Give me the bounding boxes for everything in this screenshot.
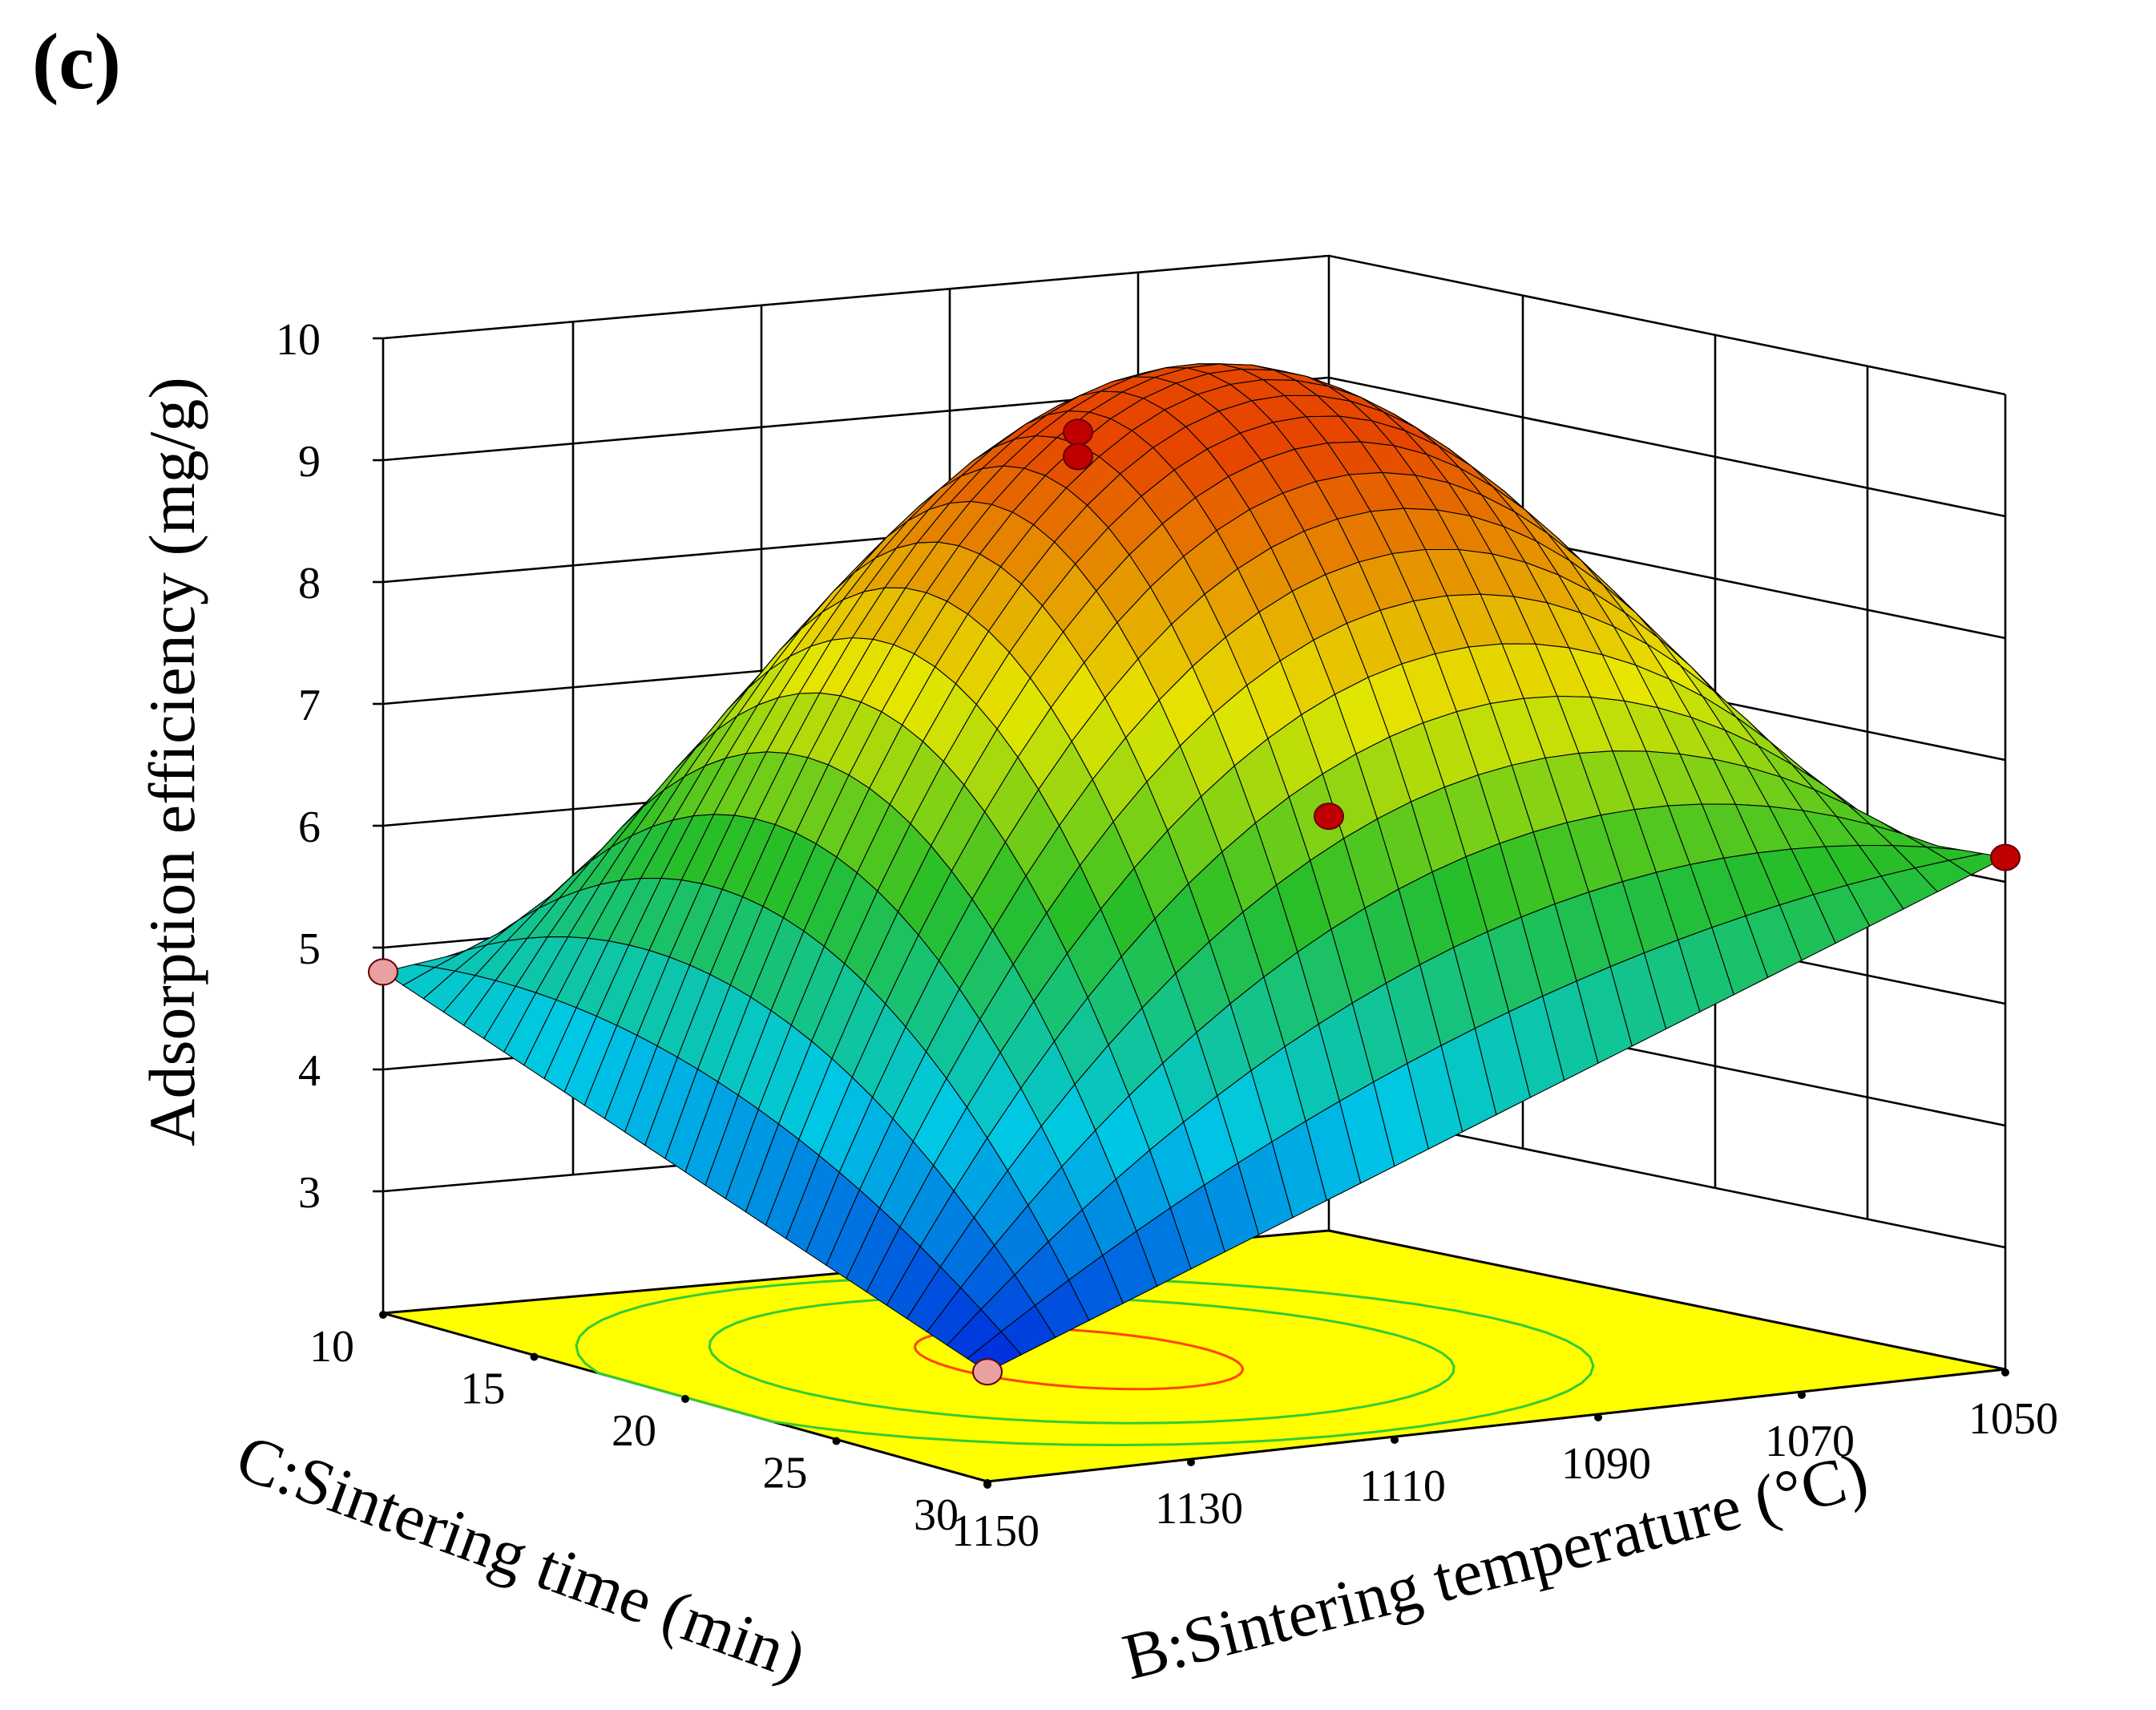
z-tick-label: 5	[298, 924, 321, 974]
design-point	[1314, 802, 1344, 831]
y-tick-label: 25	[763, 1449, 808, 1498]
x-tick-mark	[1391, 1436, 1399, 1444]
design-points	[368, 418, 2021, 1386]
x-tick-label: 1110	[1359, 1461, 1446, 1511]
z-tick-label: 8	[298, 559, 321, 608]
z-tick-label: 10	[276, 315, 321, 365]
z-tick-label: 7	[298, 681, 321, 730]
y-tick-mark	[379, 1311, 387, 1319]
design-point	[1063, 418, 1093, 447]
y-tick-label: 15	[461, 1364, 506, 1414]
design-point	[368, 958, 398, 986]
x-tick-mark	[1798, 1391, 1806, 1399]
y-tick-label: 20	[612, 1406, 656, 1456]
z-tick-label: 6	[298, 802, 321, 852]
x-axis-title: B:Sintering temperature (°C)	[1116, 1438, 1874, 1694]
y-axis-title: C:Sintering time (min)	[228, 1420, 815, 1693]
z-tick-label: 3	[298, 1168, 321, 1218]
z-tick-label: 9	[298, 437, 321, 487]
y-tick-mark	[681, 1395, 689, 1403]
x-tick-label: 1050	[1968, 1394, 2058, 1444]
y-tick-label: 10	[309, 1322, 354, 1372]
response-surface	[382, 363, 2007, 1372]
y-tick-mark	[832, 1437, 841, 1445]
x-tick-label: 1150	[951, 1506, 1040, 1556]
x-tick-label: 1130	[1155, 1484, 1243, 1534]
z-tick-label: 4	[298, 1046, 321, 1096]
x-tick-label: 1090	[1561, 1439, 1651, 1489]
y-tick-mark	[983, 1479, 991, 1487]
x-tick-mark	[1594, 1413, 1602, 1421]
design-point	[972, 1358, 1003, 1386]
y-tick-mark	[530, 1352, 539, 1361]
x-tick-mark	[1187, 1458, 1195, 1466]
x-tick-mark	[2001, 1368, 2009, 1376]
z-axis-title: Adsorption efficiency (mg/g)	[135, 377, 208, 1146]
design-point	[1990, 843, 2021, 871]
tick-labels: 3 4 5 6 7 8 9 10 1150 1130 1110 1090 1070 1050 10 15 20 2…	[276, 315, 2058, 1556]
design-point	[1063, 443, 1093, 471]
y-tick-label: 30	[914, 1490, 959, 1540]
panel-label: (c)	[32, 17, 121, 106]
x-tick-label: 1070	[1765, 1417, 1855, 1466]
